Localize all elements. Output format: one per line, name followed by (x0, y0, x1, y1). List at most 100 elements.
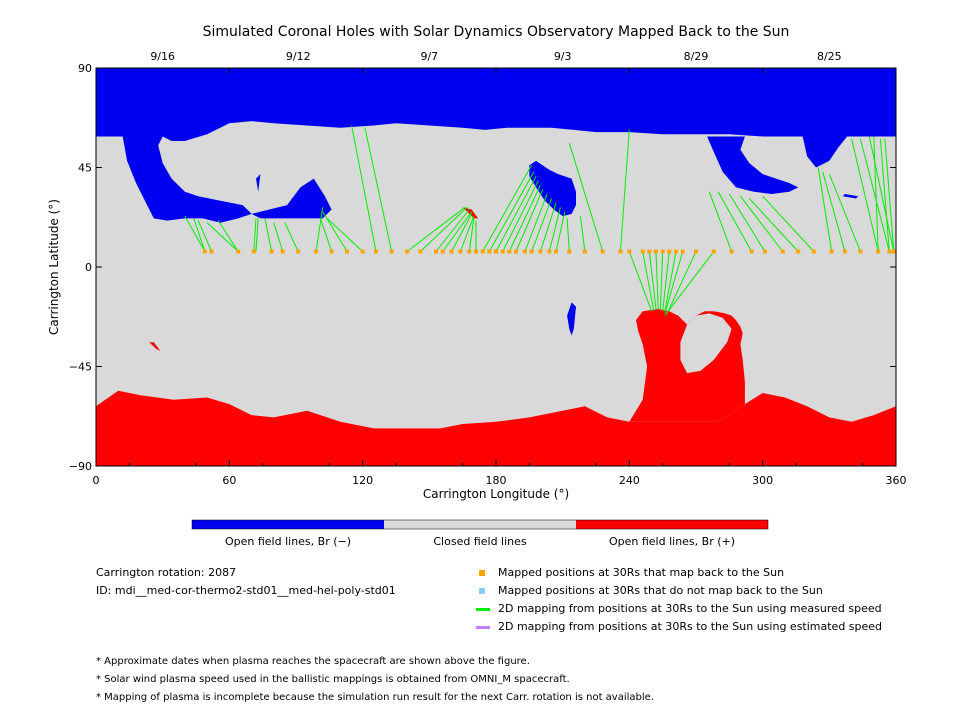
y-axis: 90 45 0 −45 −90 (69, 62, 896, 473)
mapped-position-7 (314, 249, 318, 254)
field-line-57 (828, 173, 861, 252)
field-line-30 (524, 193, 548, 252)
mapped-position-12 (389, 249, 394, 254)
field-line-41 (648, 251, 657, 310)
north-polar-coronal-hole (96, 68, 896, 141)
field-line-35 (566, 218, 570, 252)
field-line-19 (442, 211, 473, 252)
date-axis: 9/16 9/12 9/7 9/3 8/29 8/25 (150, 50, 841, 63)
mapped-position-39 (654, 249, 658, 254)
mapped-position-25 (507, 249, 512, 254)
mapped-position-32 (567, 249, 572, 254)
northern-extension-lobe (251, 178, 332, 219)
mapped-position-15 (434, 249, 438, 254)
y-axis-label: Carrington Latitude (°) (47, 199, 61, 335)
y-tick-label: −90 (69, 460, 92, 473)
date-tick-label: 9/12 (286, 50, 311, 63)
field-line-1 (193, 218, 206, 252)
field-line-24 (482, 165, 533, 252)
date-tick-label: 8/29 (684, 50, 709, 63)
field-line-63 (884, 138, 895, 252)
mapped-position-21 (480, 249, 485, 254)
mapped-position-50 (796, 249, 801, 254)
field-line-22 (468, 218, 475, 252)
small-blue-patch (842, 194, 859, 199)
legend-item-mapped: Mapped positions at 30Rs that map back t… (476, 566, 784, 580)
mapped-position-26 (514, 249, 518, 254)
mapped-position-28 (529, 249, 534, 254)
mapped-position-33 (582, 249, 587, 254)
mapped-position-37 (640, 249, 645, 254)
field-line-34 (555, 211, 566, 252)
mapped-position-29 (538, 249, 543, 254)
footnote-incomplete: * Mapping of plasma is incomplete becaus… (96, 692, 654, 703)
field-line-7 (264, 218, 273, 252)
date-tick-label: 9/7 (420, 50, 438, 63)
field-line-43 (659, 251, 664, 310)
mapped-position-8 (329, 249, 334, 254)
colorbar-label-positive: Open field lines, Br (+) (608, 535, 736, 548)
x-tick-label: 240 (619, 474, 640, 487)
legend-item-not-mapped: Mapped positions at 30Rs that do not map… (476, 584, 823, 598)
carrington-rotation-text: Carrington rotation: 2087 (96, 566, 237, 579)
field-line-58 (851, 138, 879, 252)
mapped-position-9 (345, 249, 350, 254)
field-line-46 (664, 251, 684, 314)
field-line-44 (662, 251, 670, 312)
colorbar-segment-2 (576, 520, 768, 529)
mapped-position-10 (360, 249, 365, 254)
x-tick-label: 0 (93, 474, 100, 487)
y-tick-label: 45 (78, 162, 92, 175)
field-line-29 (515, 189, 544, 252)
field-line-4 (217, 220, 239, 252)
mapped-position-4 (269, 249, 274, 254)
field-line-60 (868, 136, 895, 252)
mapped-position-20 (474, 249, 478, 254)
field-line-12 (322, 211, 348, 252)
field-line-59 (859, 138, 890, 252)
plot-area (95, 67, 897, 467)
mapped-position-36 (627, 249, 632, 254)
field-line-13 (326, 218, 364, 252)
field-line-31 (531, 198, 553, 252)
field-line-42 (655, 251, 659, 310)
closed-field-island (680, 313, 732, 374)
mapped-position-54 (858, 249, 863, 254)
mapped-position-2 (236, 249, 241, 254)
field-line-49 (708, 191, 733, 252)
date-tick-label: 9/3 (554, 50, 572, 63)
south-polar-coronal-hole (96, 390, 896, 466)
mapped-position-48 (762, 249, 767, 254)
field-line-50 (717, 191, 753, 252)
field-line-mappings (184, 125, 895, 316)
line-marker-icon (476, 625, 490, 629)
mapped-position-53 (842, 249, 847, 254)
date-tick-label: 8/25 (817, 50, 842, 63)
x-tick-label: 300 (752, 474, 773, 487)
coronal-hole-regions (96, 68, 896, 466)
y-tick-label: −45 (69, 361, 92, 374)
mapped-position-49 (780, 249, 785, 254)
field-line-8 (273, 222, 284, 252)
x-axis: 0 60 120 180 240 300 360 (93, 68, 907, 487)
colorbar-frame (191, 519, 769, 530)
mapped-position-16 (440, 249, 445, 254)
footnote-speed: * Solar wind plasma speed used in the ba… (96, 674, 570, 685)
line-marker-icon (476, 607, 490, 611)
mapped-position-17 (449, 249, 454, 254)
field-line-52 (740, 195, 784, 252)
field-line-5 (253, 218, 257, 252)
northern-extension-east (707, 136, 799, 194)
mapped-position-46 (729, 249, 734, 254)
mapped-position-18 (458, 249, 463, 254)
mapped-position-51 (811, 249, 816, 254)
mapped-position-34 (600, 249, 605, 254)
mapped-position-3 (251, 249, 256, 254)
square-marker-icon (479, 570, 485, 576)
field-line-53 (748, 198, 799, 252)
mapped-position-44 (694, 249, 698, 254)
field-line-33 (548, 207, 561, 252)
field-line-45 (664, 251, 677, 312)
mapped-position-31 (554, 249, 558, 254)
